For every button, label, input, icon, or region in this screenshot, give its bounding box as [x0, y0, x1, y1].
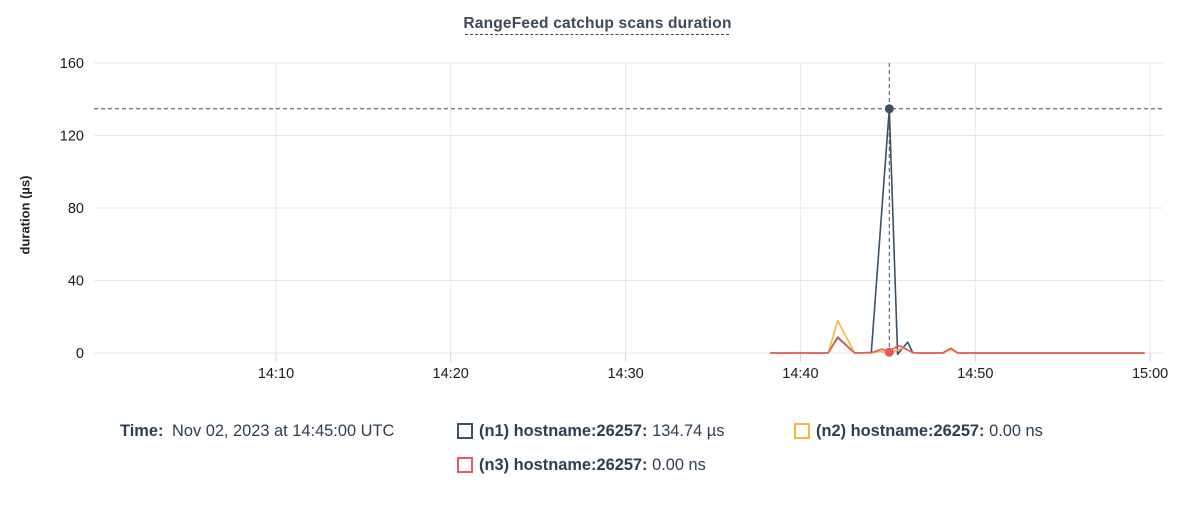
- svg-text:14:40: 14:40: [782, 366, 818, 382]
- svg-text:15:00: 15:00: [1132, 366, 1168, 382]
- svg-text:120: 120: [60, 129, 84, 145]
- svg-text:80: 80: [68, 201, 84, 217]
- svg-text:14:50: 14:50: [957, 366, 993, 382]
- svg-text:14:10: 14:10: [258, 366, 294, 382]
- svg-text:0: 0: [76, 346, 84, 362]
- svg-text:40: 40: [68, 274, 84, 290]
- svg-text:14:30: 14:30: [607, 366, 643, 382]
- svg-text:160: 160: [60, 56, 84, 72]
- svg-text:14:20: 14:20: [433, 366, 469, 382]
